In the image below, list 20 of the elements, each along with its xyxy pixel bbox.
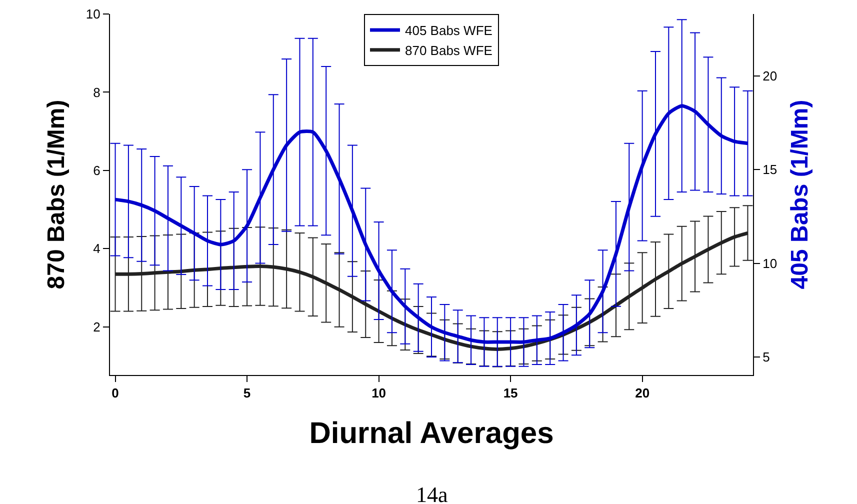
x-tick-label: 15 [503,386,518,401]
y-tick-label: 4 [93,241,100,256]
text: 14a [416,482,448,504]
legend-label: 405 Babs WFE [405,23,493,38]
y2-tick-label: 10 [762,256,778,271]
legend-label: 870 Babs WFE [405,42,493,58]
y2-axis-title: 405 Babs (1/Mm) [786,100,814,290]
y2-tick-label: 15 [762,162,778,178]
x-tick-label: 5 [243,386,251,401]
y-tick-label: 2 [93,319,100,334]
y-tick-label: 6 [93,163,100,178]
y2-tick-label: 5 [762,350,770,365]
x-tick-label: 20 [635,386,650,401]
y-tick-label: 10 [86,6,100,22]
y-axis-title: 870 Babs (1/Mm) [43,100,70,290]
y-tick-label: 8 [93,84,100,100]
x-tick-label: 10 [372,386,386,401]
y2-tick-label: 20 [762,68,778,84]
x-axis-title: Diurnal Averages [309,417,554,450]
x-tick-label: 0 [112,386,119,401]
